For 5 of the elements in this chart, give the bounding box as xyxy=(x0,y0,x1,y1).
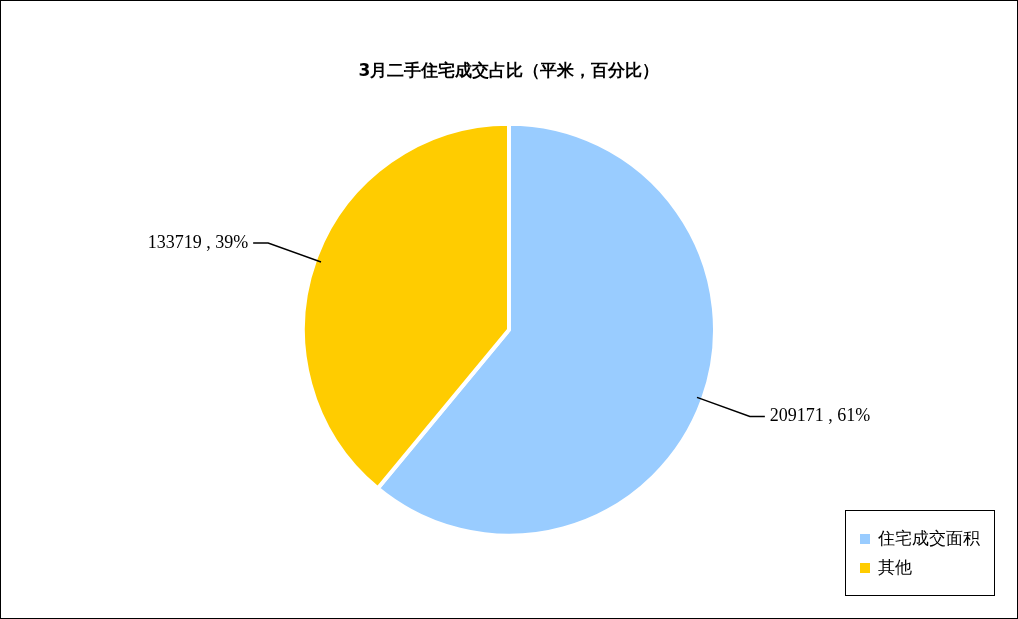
legend-label: 住宅成交面积 xyxy=(878,527,980,550)
chart-title: 3月二手住宅成交占比（平米，百分比） xyxy=(358,59,660,80)
legend-label: 其他 xyxy=(878,556,912,579)
data-label: 133719 , 39% xyxy=(147,231,249,252)
data-label: 209171 , 61% xyxy=(769,405,871,426)
